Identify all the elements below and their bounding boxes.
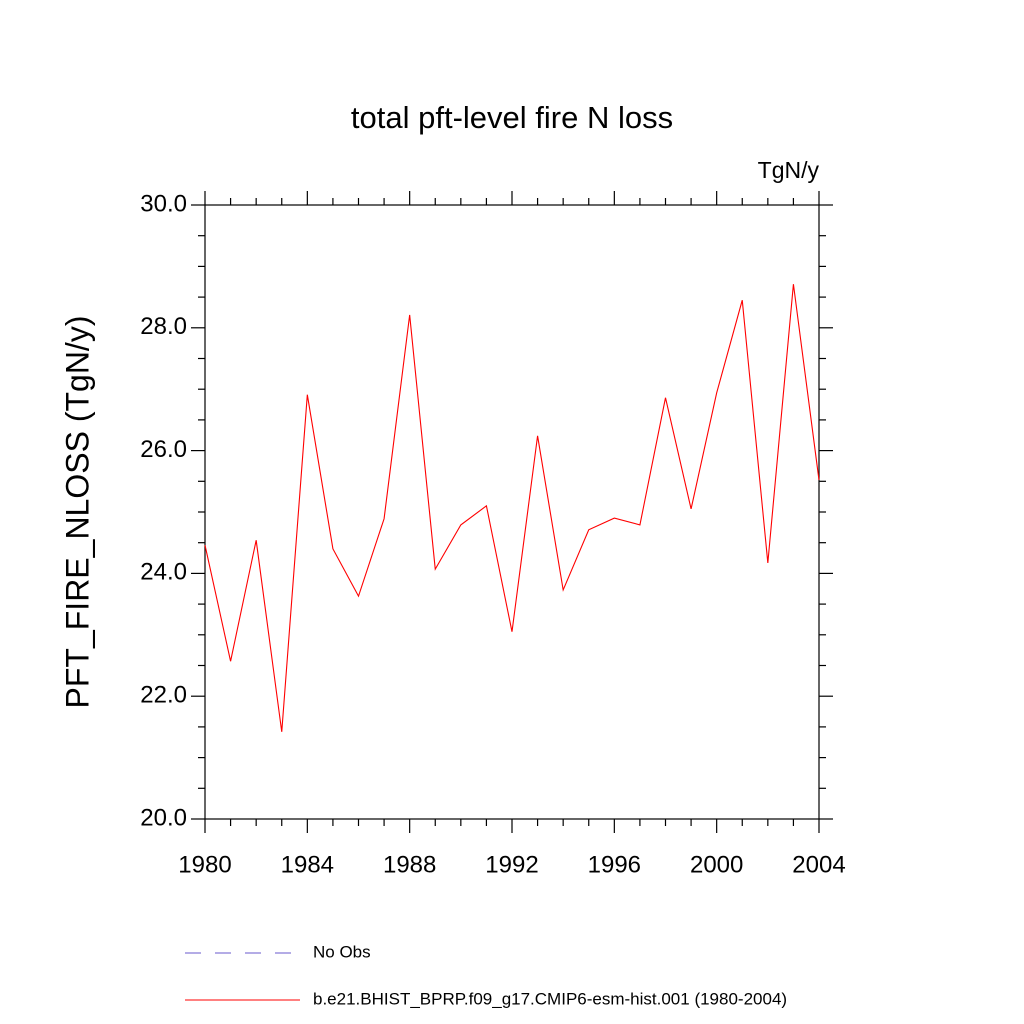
y-tick-label: 28.0 [140,313,187,340]
x-tick-label: 2004 [792,851,845,878]
chart-title: total pft-level fire N loss [351,100,673,135]
series-line [204,284,820,732]
y-tick-label: 26.0 [140,436,187,463]
x-tick-label: 1980 [178,851,231,878]
y-tick-label: 30.0 [140,190,187,217]
x-tick-label: 2000 [690,851,743,878]
x-tick-label: 1996 [588,851,641,878]
y-tick-label: 22.0 [140,682,187,709]
x-tick-label: 1988 [383,851,436,878]
x-tick-label: 1992 [485,851,538,878]
x-tick-label: 1984 [281,851,334,878]
y-tick-label: 20.0 [140,804,187,831]
y-tick-label: 24.0 [140,559,187,586]
y-axis-label: PFT_FIRE_NLOSS (TgN/y) [59,316,95,709]
legend-label: No Obs [313,942,371,961]
units-label: TgN/y [758,157,820,183]
legend-label: b.e21.BHIST_BPRP.f09_g17.CMIP6-esm-hist.… [313,989,787,1008]
